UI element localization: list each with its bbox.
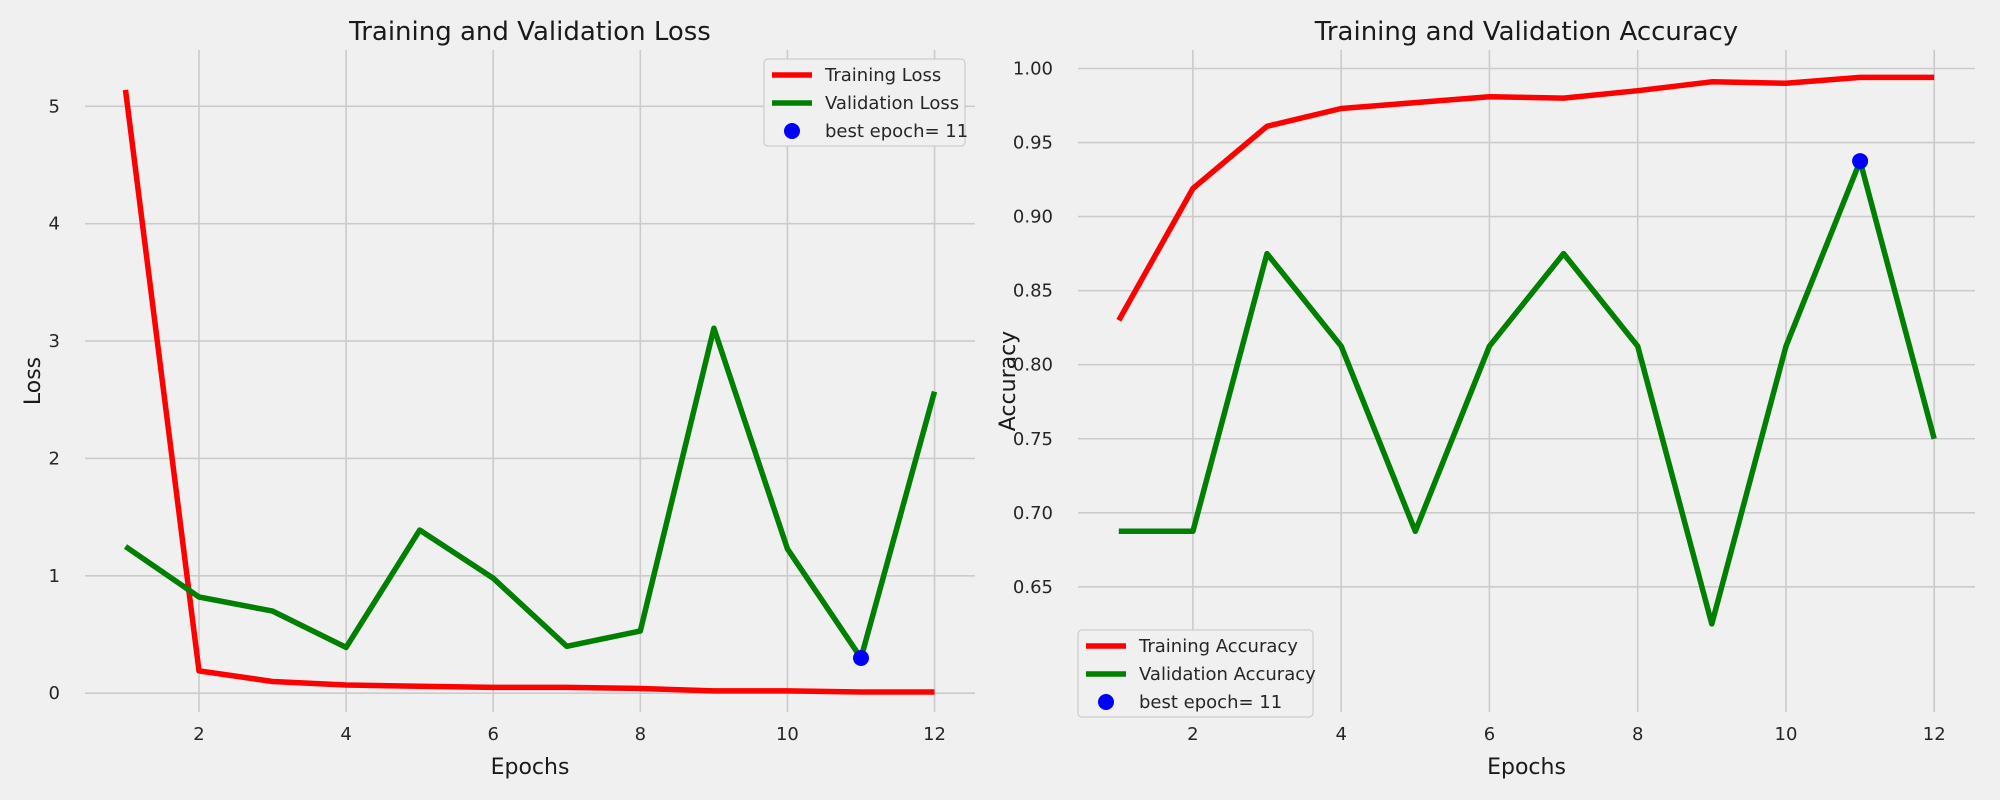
legend-marker [784,123,800,139]
legend-label: Training Accuracy [1138,636,1298,657]
legend-label: Validation Loss [825,93,959,114]
legend-label: best epoch= 11 [825,121,968,142]
chart-title: Training and Validation Loss [348,17,711,47]
y-tick-label: 0.95 [1013,133,1053,154]
y-tick-label: 0.90 [1013,207,1053,228]
legend-box [763,58,966,147]
x-tick-label: 6 [1484,724,1495,745]
x-tick-label: 2 [1187,724,1198,745]
series-line-validation-loss [123,325,938,661]
y-tick-label: 0.75 [1013,429,1053,450]
y-axis-label: Accuracy [996,331,1021,431]
y-axis-label: Loss [21,357,46,405]
x-tick-label: 10 [1775,724,1798,745]
series-line-validation-accuracy [1118,158,1937,627]
y-tick-label: 0.65 [1013,577,1053,598]
series-line-training-loss [122,89,935,695]
y-tick-label: 2 [49,448,60,469]
x-tick-label: 4 [1335,724,1346,745]
y-tick-label: 5 [49,96,60,117]
x-axis-label: Epochs [491,755,570,780]
y-tick-label: 0.70 [1013,503,1053,524]
series-line-training-accuracy [1116,74,1935,322]
x-tick-label: 10 [776,724,799,745]
legend-label: Validation Accuracy [1139,664,1316,685]
chart-title: Training and Validation Accuracy [1314,17,1738,47]
x-tick-label: 12 [923,724,946,745]
y-tick-label: 3 [49,331,60,352]
legend-box [1077,629,1314,718]
legend-label: Training Loss [824,65,941,86]
y-tick-label: 4 [49,214,60,235]
y-tick-label: 0.85 [1013,281,1053,302]
legend-marker [1098,694,1114,710]
y-tick-label: 1 [49,566,60,587]
y-tick-label: 0 [49,683,60,704]
x-tick-label: 2 [193,724,204,745]
x-axis-label: Epochs [1487,755,1566,780]
best-epoch-marker [852,650,869,667]
x-tick-label: 8 [1632,724,1643,745]
chart-panel-1: 2 4 6 8 10 12 0.65 0.70 0.75 0.80 0.85 0.90 0.95 1.00… [996,17,1975,780]
best-epoch-marker [1852,153,1869,170]
y-tick-label: 0.80 [1013,355,1053,376]
x-tick-label: 8 [635,724,646,745]
x-tick-label: 6 [487,724,498,745]
y-tick-label: 1.00 [1013,59,1053,80]
x-tick-label: 4 [340,724,351,745]
x-tick-label: 12 [1923,724,1946,745]
legend-label: best epoch= 11 [1139,692,1282,713]
